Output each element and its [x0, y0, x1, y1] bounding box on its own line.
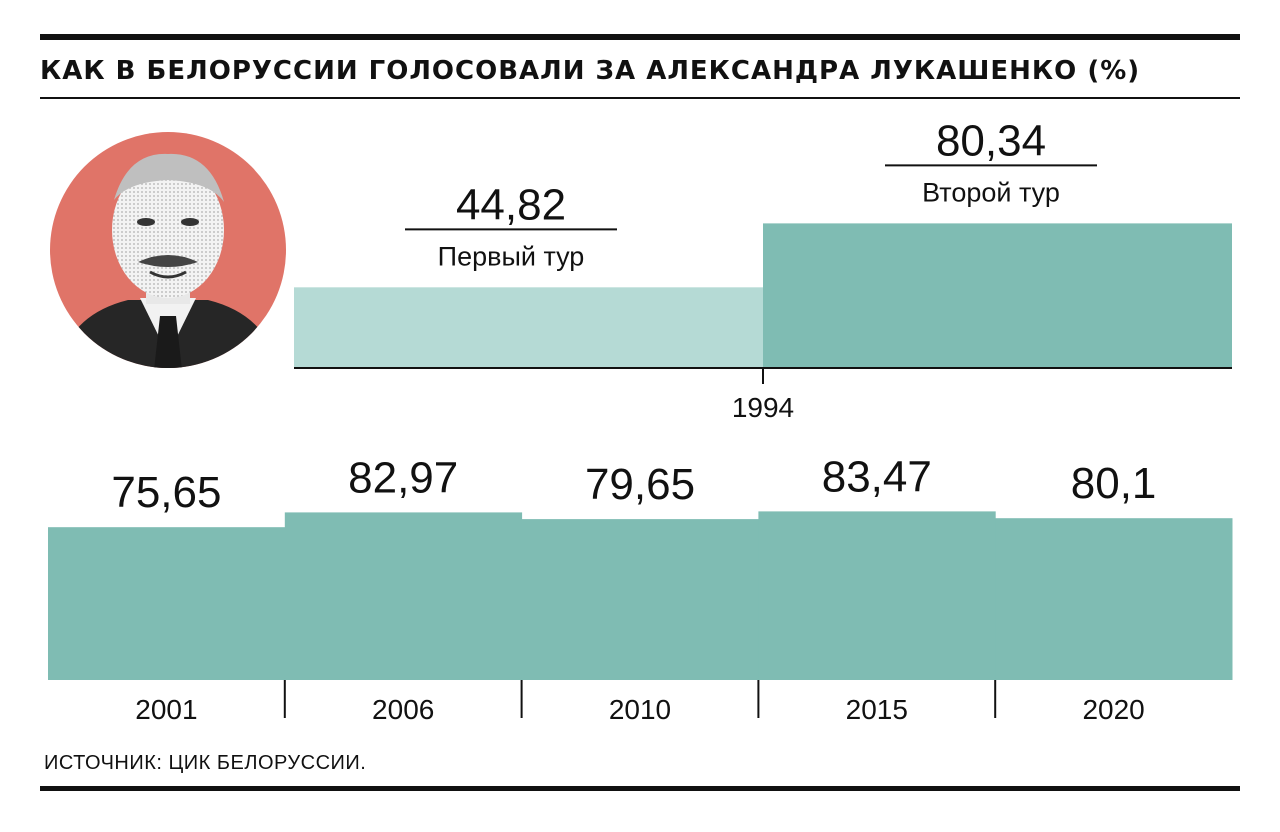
portrait-eye-right	[181, 218, 199, 226]
value-label-1994-2: 80,34	[936, 116, 1046, 165]
portrait-eye-left	[137, 218, 155, 226]
source-note: ИСТОЧНИК: ЦИК БЕЛОРУССИИ.	[44, 752, 367, 774]
portrait-tie	[154, 316, 182, 368]
bar-2010	[521, 519, 759, 680]
bar-1994-round1	[294, 287, 763, 368]
portrait-mouth	[149, 270, 187, 279]
value-label-1994-1: 44,82	[456, 180, 566, 229]
x-tick-label-2020: 2020	[1082, 694, 1144, 725]
portrait-mustache	[138, 255, 198, 267]
value-label-2020: 80,1	[1071, 459, 1157, 508]
x-tick-label-1994: 1994	[732, 392, 794, 423]
bottom-rule	[40, 786, 1240, 791]
x-tick-label-2006: 2006	[372, 694, 434, 725]
value-label-2015: 83,47	[822, 452, 932, 501]
round-label-1994-1: Первый тур	[438, 241, 585, 271]
value-label-2010: 79,65	[585, 460, 695, 509]
value-label-2006: 82,97	[348, 453, 458, 502]
bar-2001	[48, 527, 286, 680]
bar-2015	[758, 511, 996, 680]
value-label-2001: 75,65	[111, 468, 221, 517]
top-rule	[40, 34, 1240, 40]
title-underline	[40, 97, 1240, 99]
round-label-1994-2: Второй тур	[922, 177, 1060, 207]
bar-2006	[284, 512, 523, 680]
portrait-hair	[114, 153, 224, 202]
x-tick-label-2010: 2010	[609, 694, 671, 725]
x-tick-label-2015: 2015	[846, 694, 908, 725]
bar-2020	[995, 518, 1233, 680]
bar-1994-round2	[763, 223, 1232, 368]
chart-title: КАК В БЕЛОРУССИИ ГОЛОСОВАЛИ ЗА АЛЕКСАНДР…	[40, 56, 1141, 86]
portrait-illustration	[50, 132, 286, 368]
x-tick-label-2001: 2001	[135, 694, 197, 725]
portrait-face-shading	[112, 162, 224, 298]
